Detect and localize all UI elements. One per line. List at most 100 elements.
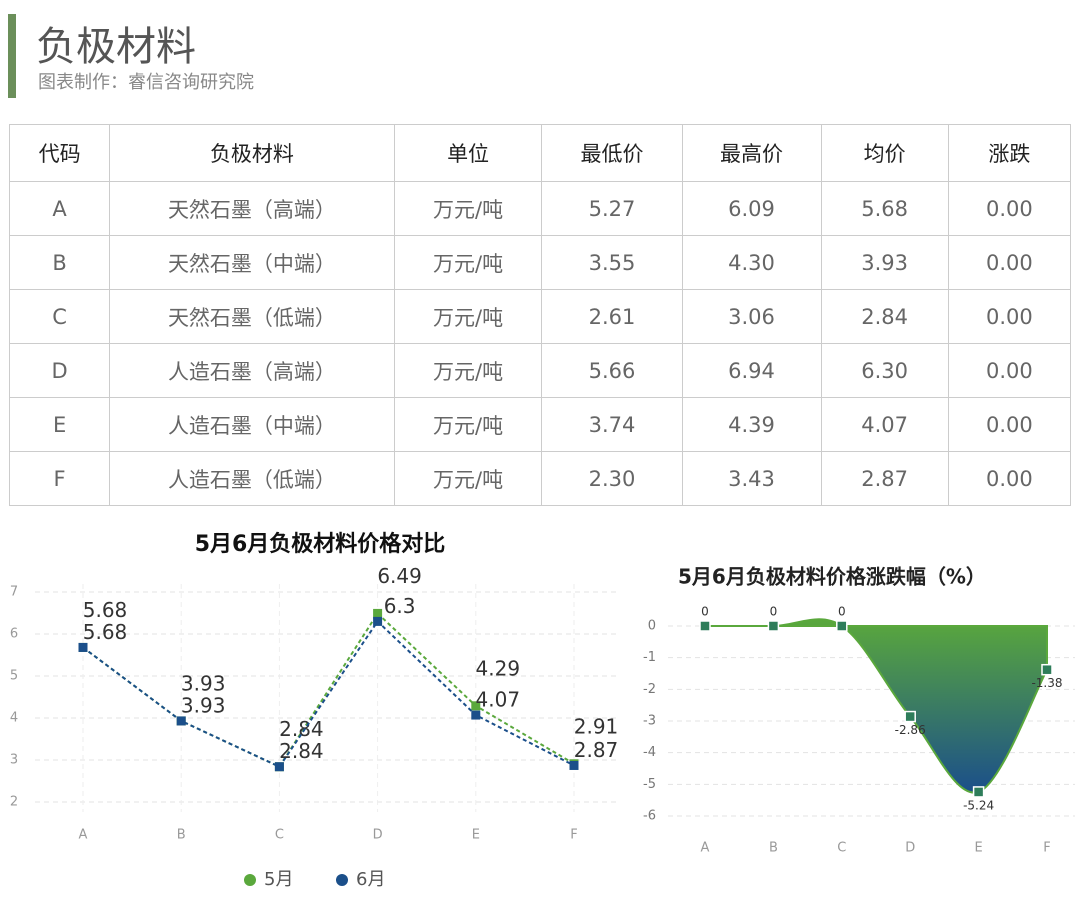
- price-table: 代码 负极材料 单位 最低价 最高价 均价 涨跌 A 天然石墨（高端） 万元/吨 5.27 6.09 5…: [8, 124, 1072, 506]
- data-label: 5.68: [83, 620, 128, 644]
- legend-marker: [244, 874, 256, 886]
- data-label: -2.86: [895, 723, 926, 737]
- y-tick-label: 5: [10, 669, 18, 684]
- table-cell: 0.00: [947, 451, 1072, 506]
- x-tick-label: B: [177, 828, 186, 843]
- data-label: 4.29: [476, 656, 521, 680]
- table-cell: 3.06: [681, 289, 822, 344]
- table-cell: 5.27: [541, 181, 683, 236]
- y-tick-label: -1: [643, 650, 656, 665]
- x-tick-label: A: [701, 841, 710, 856]
- table-cell: F: [8, 451, 111, 506]
- point: [836, 620, 848, 632]
- y-tick-label: 3: [10, 753, 18, 768]
- table-cell: 0.00: [947, 397, 1072, 452]
- data-label: 2.84: [279, 717, 324, 741]
- table-cell: 万元/吨: [393, 235, 543, 290]
- table-cell: 0.00: [947, 289, 1072, 344]
- page-title: 负极材料: [36, 24, 196, 70]
- data-label: 2.87: [574, 738, 619, 762]
- data-label: 0: [770, 605, 778, 619]
- legend-label: 6月: [356, 869, 385, 890]
- y-tick-label: -6: [643, 809, 656, 824]
- table-cell: 最高价: [681, 124, 822, 182]
- table-cell: 单位: [393, 124, 543, 182]
- page-subtitle: 图表制作：睿信咨询研究院: [38, 72, 254, 93]
- x-tick-label: D: [373, 828, 383, 843]
- point: [78, 642, 88, 652]
- data-label: 0: [838, 605, 846, 619]
- data-label: 6.3: [384, 594, 416, 618]
- table-cell: 4.30: [681, 235, 822, 290]
- table-cell: 0.00: [947, 181, 1072, 236]
- table-cell: 人造石墨（低端）: [109, 451, 395, 506]
- table-row: A 天然石墨（高端） 万元/吨 5.27 6.09 5.68 0.00: [8, 181, 1072, 236]
- x-tick-label: D: [905, 841, 915, 856]
- table-cell: 万元/吨: [393, 451, 543, 506]
- table-row: B 天然石墨（中端） 万元/吨 3.55 4.30 3.93 0.00: [8, 235, 1072, 290]
- point: [176, 716, 186, 726]
- y-tick-label: -4: [643, 745, 656, 760]
- data-label: -1.38: [1031, 676, 1062, 690]
- chart-title: 5月6月负极材料价格对比: [195, 531, 446, 557]
- legend-marker: [336, 874, 348, 886]
- table-cell: 2.87: [820, 451, 949, 506]
- x-tick-label: C: [275, 828, 284, 843]
- table-cell: 涨跌: [947, 124, 1072, 182]
- table-cell: 2.84: [820, 289, 949, 344]
- table-cell: 3.43: [681, 451, 822, 506]
- y-tick-label: -2: [643, 682, 656, 697]
- point: [471, 710, 481, 720]
- y-tick-label: 6: [10, 627, 18, 642]
- table-cell: 万元/吨: [393, 397, 543, 452]
- data-label: 2.84: [279, 739, 324, 763]
- data-label: 3.93: [181, 693, 226, 717]
- x-tick-label: C: [837, 841, 846, 856]
- table-cell: C: [8, 289, 111, 344]
- accent-bar: [8, 14, 16, 98]
- y-tick-label: 0: [648, 619, 656, 634]
- table-cell: 代码: [8, 124, 111, 182]
- table-cell: 人造石墨（中端）: [109, 397, 395, 452]
- table-cell: 万元/吨: [393, 181, 543, 236]
- table-row: F 人造石墨（低端） 万元/吨 2.30 3.43 2.87 0.00: [8, 451, 1072, 506]
- data-label: 5.68: [83, 598, 128, 622]
- y-tick-label: -3: [643, 714, 656, 729]
- table-cell: 万元/吨: [393, 289, 543, 344]
- table-row: E 人造石墨（中端） 万元/吨 3.74 4.39 4.07 0.00: [8, 397, 1072, 452]
- chart-title: 5月6月负极材料价格涨跌幅（%）: [678, 565, 986, 589]
- table-cell: 0.00: [947, 343, 1072, 398]
- point: [274, 762, 284, 772]
- table-cell: 6.94: [681, 343, 822, 398]
- table-cell: 4.07: [820, 397, 949, 452]
- point: [471, 701, 481, 711]
- table-cell: 天然石墨（中端）: [109, 235, 395, 290]
- point: [373, 608, 383, 618]
- data-label: 4.07: [476, 688, 521, 712]
- table-cell: 5.68: [820, 181, 949, 236]
- table-cell: 3.55: [541, 235, 683, 290]
- table-cell: E: [8, 397, 111, 452]
- x-tick-label: F: [1043, 841, 1050, 856]
- y-tick-label: -5: [643, 777, 656, 792]
- point: [1041, 663, 1053, 676]
- y-tick-label: 2: [10, 795, 18, 810]
- y-tick-label: 7: [10, 585, 18, 600]
- data-label: 2.91: [574, 714, 619, 738]
- point: [569, 760, 579, 770]
- series-line: [82, 619, 575, 768]
- data-label: 6.49: [377, 564, 422, 588]
- x-tick-label: B: [769, 841, 778, 856]
- point: [972, 786, 985, 798]
- legend-label: 5月: [264, 869, 293, 890]
- table-cell: D: [8, 343, 111, 398]
- x-tick-label: E: [974, 841, 982, 856]
- table-cell: B: [8, 235, 111, 290]
- table-cell: 均价: [820, 124, 949, 182]
- table-cell: 2.30: [541, 451, 683, 506]
- header-row: 代码 负极材料 单位 最低价 最高价 均价 涨跌: [8, 124, 1072, 182]
- series-line: [82, 611, 575, 768]
- point: [373, 616, 383, 626]
